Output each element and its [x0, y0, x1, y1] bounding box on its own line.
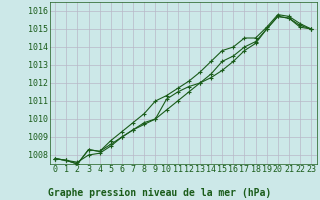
Text: Graphe pression niveau de la mer (hPa): Graphe pression niveau de la mer (hPa) [48, 188, 272, 198]
